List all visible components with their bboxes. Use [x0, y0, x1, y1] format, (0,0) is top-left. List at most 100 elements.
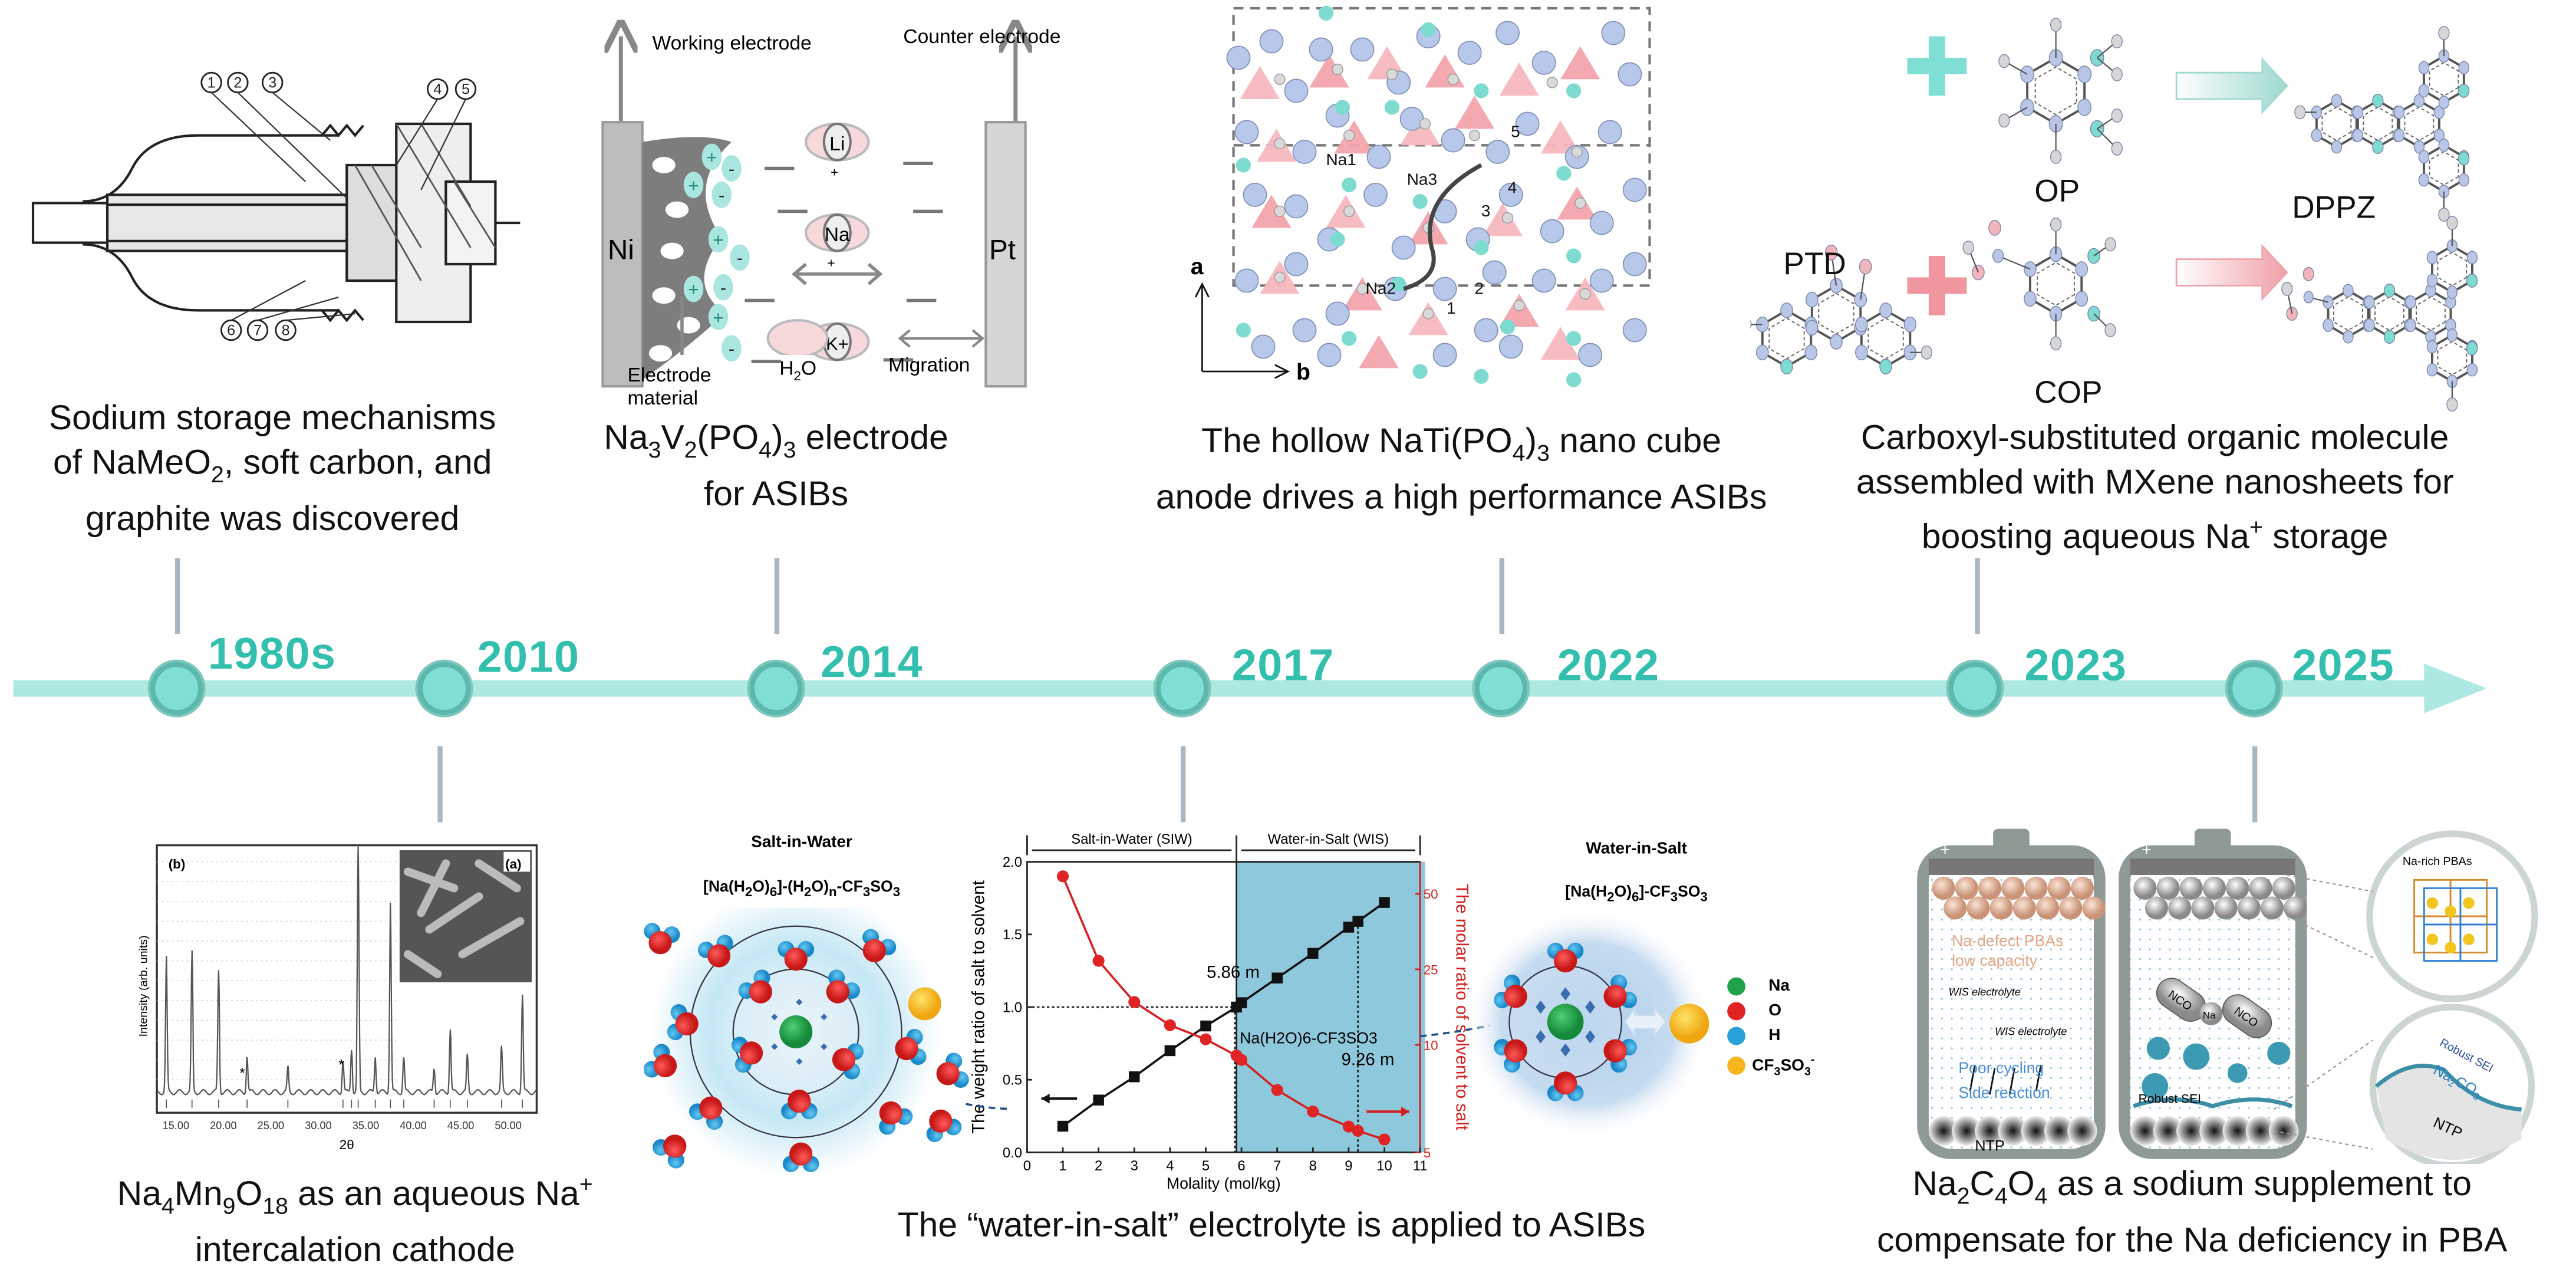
h-atom: [2294, 105, 2306, 120]
year-label: 2010: [477, 632, 580, 682]
carbon-atom: [2343, 284, 2354, 298]
wis-formula: [Na(H2O)6]-CF3SO3: [1565, 883, 1708, 905]
attack-arrow: [2008, 1068, 2015, 1095]
na-atom: [1342, 331, 1357, 346]
h-atom: [2281, 282, 2293, 296]
na-atom: [2199, 1002, 2223, 1025]
timeline-axis: [13, 663, 2487, 713]
water-molecule: [781, 1090, 818, 1120]
milestone-node-2014[interactable]: [749, 662, 803, 715]
water-molecule: [895, 1029, 927, 1065]
ntp-particle: [2222, 1116, 2252, 1146]
water-molecule: [1603, 974, 1638, 1008]
h-atom: [2050, 336, 2062, 351]
path-number: 1: [1447, 299, 1456, 317]
o-atom: [653, 1054, 677, 1077]
water-molecule: [832, 1043, 864, 1080]
xrd-xlabel: 2θ: [340, 1137, 354, 1152]
pba-particle: [2237, 896, 2261, 920]
data-point-weight-ratio: [1379, 897, 1390, 908]
surface-charges: +++++ -----: [683, 143, 750, 362]
milestone-node-2022[interactable]: [1474, 662, 1528, 715]
ptd-aromatic-bond: [1867, 317, 1904, 360]
pba-particle: [2226, 876, 2249, 900]
figure-2017-molality-chart: Salt-in-Water (SIW) Water-in-Salt (WIS) 0 1…: [961, 831, 1490, 1192]
carbon-atom: [2323, 318, 2334, 332]
carbon-atom: [2438, 139, 2450, 152]
pba-particles: [1932, 876, 2106, 920]
caption-2022: The hollow NaTi(PO4)3 nano cube anode dr…: [1123, 419, 1800, 520]
caption-line: of NaMeO2, soft carbon, and: [52, 444, 492, 488]
working-electrode-label: Working electrode: [653, 32, 812, 54]
o-atom: [1603, 985, 1627, 1008]
po4-tetrahedron: [1359, 335, 1399, 369]
data-point-molar-ratio: [1378, 1133, 1391, 1146]
figure-1980s-cell-schematic: 1 2 3 4 5 6 7 8: [31, 71, 521, 341]
xrd-xtick-label: 25.00: [258, 1120, 285, 1131]
siw-title: Salt-in-Water: [751, 834, 852, 852]
right-cell-plus: +: [2142, 842, 2152, 860]
o-atom: [648, 931, 672, 955]
pba-particle: [2202, 876, 2226, 900]
x-axis-label: Molality (mol/kg): [1167, 1175, 1281, 1192]
milestone-node-2017[interactable]: [1155, 662, 1209, 715]
svg-text:Na: Na: [825, 224, 850, 246]
oxygen-atom: [1259, 29, 1284, 54]
carbon-atom: [2426, 274, 2438, 288]
caption-line: The “water-in-salt” electrolyte is appli…: [897, 1206, 1646, 1245]
axes-indicator: [1194, 282, 1290, 379]
reaction-arrow-teal: [2175, 57, 2288, 114]
data-point-weight-ratio: [1128, 1071, 1140, 1083]
oxygen-atom: [1243, 182, 1267, 207]
pba-particle: [2059, 896, 2083, 920]
site-label-na3: Na3: [1407, 170, 1437, 189]
molecule-label-ptd: PTD: [1783, 246, 1846, 281]
milestone-node-2010[interactable]: [417, 662, 471, 715]
caption-line: Na4Mn9O18 as an aqueous Na+: [117, 1170, 593, 1219]
pt-label: Pt: [989, 235, 1016, 266]
svg-text:+: +: [827, 256, 835, 271]
carbon-atom: [2418, 173, 2430, 187]
part-label-6: 6: [220, 319, 242, 341]
pba-particle: [2145, 896, 2169, 920]
po4-tetrahedron: [1560, 46, 1600, 80]
h-atom: [2438, 26, 2450, 40]
caption-line: boosting aqueous Na+ storage: [1921, 513, 2389, 557]
ntp-anode: [2130, 1116, 2299, 1146]
pba-particle: [2272, 876, 2295, 900]
cell-na-rich: NCO NCO Na Robust SEI: [2119, 828, 2307, 1159]
cell-housing: [131, 134, 339, 312]
water-molecule: [1494, 974, 1527, 1008]
svg-text:7: 7: [253, 322, 262, 338]
data-point-weight-ratio: [1200, 1020, 1211, 1032]
inset-robust-sei: Robust SEI Na2CO3 NTP: [2369, 1004, 2535, 1164]
o-atom: [789, 1142, 813, 1166]
na-atom: [1236, 157, 1251, 173]
milestone-node-1980s[interactable]: [150, 662, 203, 715]
pba-particle: [1966, 896, 1990, 920]
op-aromatic-bond: [2034, 66, 2077, 116]
carbon-atom: [2418, 150, 2430, 164]
water-molecule: [936, 1052, 969, 1088]
y2-tick-label: 10: [1424, 1038, 1438, 1052]
carbon-atom: [2352, 106, 2364, 119]
carbon-atom: [2323, 295, 2334, 309]
o-atom: [739, 1041, 763, 1065]
carbon-atom: [1854, 291, 1867, 308]
carbon-atom: [2343, 330, 2354, 344]
xrd-xtick-label: 20.00: [210, 1120, 237, 1131]
pba-particle: [2214, 896, 2238, 920]
milestone-node-2023[interactable]: [1948, 662, 2002, 715]
ti-p-atom: [1356, 283, 1368, 295]
na-atom: [1566, 331, 1582, 346]
connector-line: [2252, 746, 2258, 823]
inset-label-na-rich-pbas: Na-rich PBAs: [2403, 855, 2472, 868]
carbon-atom: [2426, 363, 2438, 377]
attack-arrow: [2035, 1064, 2042, 1092]
wis-electrolyte-label: WIS electrolyte: [1948, 987, 2021, 999]
caption-1980s: Sodium storage mechanisms of NaMeO2, sof…: [0, 396, 545, 542]
connector-line: [1180, 746, 1186, 823]
n-atom: [2372, 93, 2384, 108]
water-molecule: [879, 1101, 913, 1135]
milestone-node-2025[interactable]: [2227, 662, 2281, 715]
